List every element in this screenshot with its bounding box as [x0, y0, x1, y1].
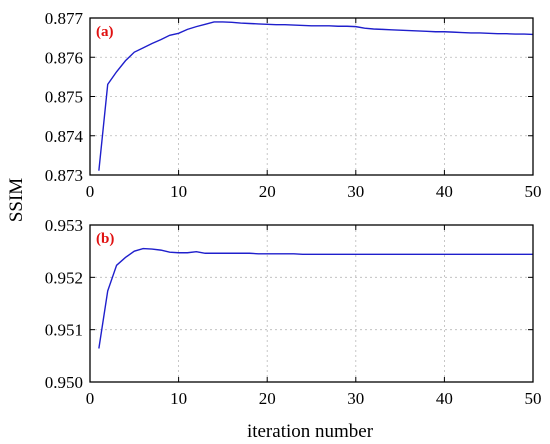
plot-frame	[89, 17, 534, 176]
ssim-series-line	[98, 21, 534, 171]
x-tick-label: 20	[259, 182, 276, 201]
x-tick-label: 0	[86, 389, 95, 408]
panel-a: 0 10 20 30 40 50 0.873 0.874 0.875 0.876 0.877 (a)	[45, 9, 542, 201]
x-tick-label: 50	[525, 182, 542, 201]
y-axis-label: SSIM	[6, 178, 27, 222]
x-axis-label: iteration number	[247, 421, 374, 442]
x-tick-label: 40	[436, 182, 453, 201]
panel-b: 0 10 20 30 40 50 0.950 0.951 0.952 0.953 (b)	[45, 216, 542, 408]
x-tick-label: 0	[86, 182, 95, 201]
y-tick-label: 0.876	[45, 48, 83, 67]
panel-label-b: (b)	[96, 231, 114, 247]
y-tick-label: 0.877	[45, 9, 84, 28]
y-tick-label: 0.951	[45, 321, 83, 340]
x-tick-label: 40	[436, 389, 453, 408]
y-tick-label: 0.950	[45, 373, 83, 392]
x-tick-label: 30	[347, 389, 364, 408]
x-tick-label: 10	[170, 389, 187, 408]
y-tick-label: 0.952	[45, 268, 83, 287]
plot-frame	[89, 224, 534, 383]
x-tick-label: 20	[259, 389, 276, 408]
x-tick-label: 30	[347, 182, 364, 201]
x-tick-label: 10	[170, 182, 187, 201]
y-tick-label: 0.873	[45, 166, 83, 185]
x-tick-label: 50	[525, 389, 542, 408]
y-tick-label: 0.953	[45, 216, 83, 235]
y-tick-label: 0.875	[45, 88, 83, 107]
ssim-series-line	[98, 247, 533, 349]
panel-label-a: (a)	[96, 24, 114, 40]
y-tick-label: 0.874	[45, 127, 84, 146]
